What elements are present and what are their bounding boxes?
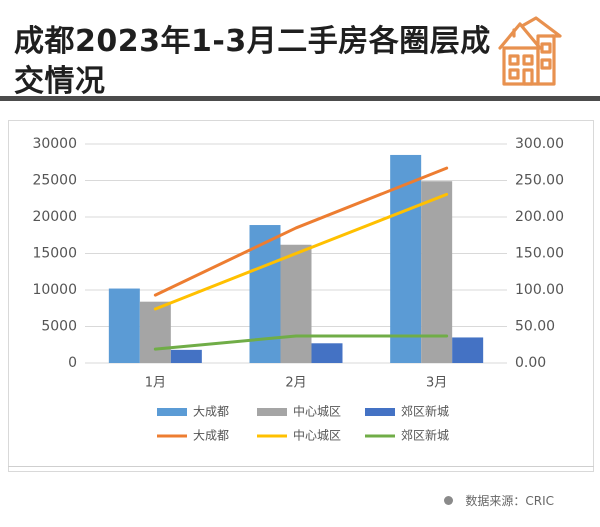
y-right-tick-label: 250.00 [515,173,564,189]
bar-1 [390,154,422,363]
house-icon [498,16,562,86]
y-left-tick-label: 15000 [32,246,77,262]
y-left-tick-label: 25000 [32,173,77,189]
data-source: 数据来源：CRIC [444,492,554,509]
y-right-tick-label: 150.00 [515,246,564,262]
source-text: 数据来源：CRIC [465,494,554,508]
bar-3 [452,337,484,363]
y-left-tick-label: 10000 [32,282,77,298]
y-left-tick-label: 0 [68,355,77,371]
x-tick-label: 3月 [426,376,447,391]
title-divider [0,96,600,101]
legend-label: 中心城区 [293,404,341,419]
legend-label: 郊区新城 [401,428,449,443]
legend-swatch [365,408,395,416]
line-series-1 [153,166,449,297]
y-left-tick-label: 5000 [41,319,77,335]
bar-1 [249,225,281,363]
legend-swatch [257,408,287,416]
bar-2 [139,301,171,363]
y-right-tick-label: 200.00 [515,209,564,225]
bar-3 [311,343,343,363]
legend-label: 大成都 [193,429,229,443]
legend-swatch [157,408,187,416]
bar-3 [170,349,202,363]
legend-label: 大成都 [193,405,229,419]
bar-1 [108,288,140,363]
bar-2 [280,244,312,363]
x-tick-label: 1月 [145,376,166,391]
y-right-tick-label: 100.00 [515,282,564,298]
legend-label: 郊区新城 [401,404,449,419]
y-left-tick-label: 30000 [32,136,77,152]
line-series-3 [153,334,449,351]
y-right-tick-label: 0.00 [515,355,546,371]
page-title: 成都2023年1-3月二手房各圈层成交情况 [14,24,491,99]
bar-2 [421,181,453,363]
combo-chart: 0 5000 10000 15000 20000 25000 30000 0.00 50.00 1… [32,136,564,443]
footer-divider [8,466,594,467]
x-tick-label: 2月 [285,376,306,391]
source-dot-icon [444,496,454,505]
y-right-tick-label: 300.00 [515,136,564,152]
y-right-tick-label: 50.00 [515,319,555,335]
line-series-2 [153,192,449,311]
legend-label: 中心城区 [293,428,341,443]
y-left-tick-label: 20000 [32,209,77,225]
chart-panel: 0 5000 10000 15000 20000 25000 30000 0.00 50.00 1… [8,120,594,472]
